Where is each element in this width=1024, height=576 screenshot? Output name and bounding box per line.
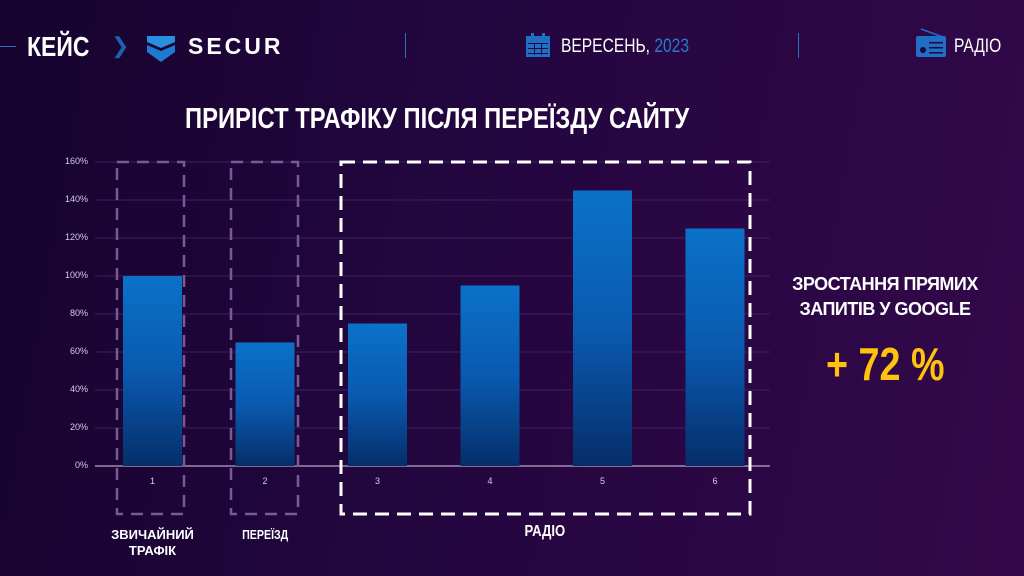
y-tick-label: 120%	[64, 232, 88, 242]
y-tick-label: 0%	[74, 460, 88, 470]
y-tick-label: 160%	[64, 156, 88, 166]
x-tick-label: 2	[262, 476, 268, 486]
stat-label-text: ЗРОСТАННЯ ПРЯМИХ ЗАПИТІВ У GOOGLE	[792, 274, 978, 319]
date-label: ВЕРЕСЕНЬ, 2023	[561, 36, 717, 58]
case-label: КЕЙС	[27, 31, 90, 62]
x-tick-label: 3	[374, 476, 380, 486]
y-tick-label: 100%	[64, 270, 88, 280]
chart-title: ПРИРІСТ ТРАФІКУ ПІСЛЯ ПЕРЕЇЗДУ САЙТУ	[185, 103, 800, 136]
divider	[798, 33, 799, 58]
y-tick-label: 20%	[69, 422, 88, 432]
breadcrumb-case[interactable]: КЕЙС	[27, 31, 103, 63]
stat-label: ЗРОСТАННЯ ПРЯМИХ ЗАПИТІВ У GOOGLE	[765, 272, 1005, 322]
chart-title-text: ПРИРІСТ ТРАФІКУ ПІСЛЯ ПЕРЕЇЗДУ САЙТУ	[185, 103, 690, 135]
category-label: РАДІО	[954, 36, 1012, 58]
bar-4	[460, 285, 520, 466]
group-box-radio	[339, 160, 752, 516]
shield-logo-icon	[147, 36, 175, 62]
bar-3	[348, 323, 407, 466]
bar-5	[573, 190, 632, 466]
x-tick-label: 6	[712, 476, 718, 486]
chevron-right-icon: ❯	[111, 33, 130, 58]
y-tick-label: 80%	[69, 308, 88, 318]
group-label-normal: ЗВИЧАЙНИЙ ТРАФІК	[95, 527, 210, 559]
group-box-normal	[115, 160, 186, 516]
date-month: ВЕРЕСЕНЬ,	[561, 36, 651, 57]
group-box-move	[229, 160, 300, 516]
divider	[405, 33, 406, 58]
y-tick-label: 40%	[69, 384, 88, 394]
y-tick-label: 60%	[69, 346, 88, 356]
x-tick-label: 4	[487, 476, 493, 486]
group-label-move: ПЕРЕЇЗД	[241, 527, 289, 542]
radio-icon	[916, 28, 946, 57]
bar-1	[123, 276, 182, 466]
date-year: 2023	[654, 36, 690, 57]
calendar-icon	[526, 33, 550, 57]
brand-logo-text: SECUR	[188, 33, 284, 59]
group-label-normal-text: ЗВИЧАЙНИЙ ТРАФІК	[111, 527, 194, 558]
x-tick-label: 5	[599, 476, 605, 486]
bar-6	[685, 228, 745, 466]
bar-2	[235, 342, 295, 466]
y-tick-label: 140%	[64, 194, 88, 204]
stat-value: + 72 %	[825, 338, 945, 390]
x-tick-label: 1	[149, 476, 155, 486]
category-text: РАДІО	[954, 36, 1002, 57]
group-label-radio: РАДІО	[524, 523, 566, 540]
header-line	[0, 46, 16, 47]
